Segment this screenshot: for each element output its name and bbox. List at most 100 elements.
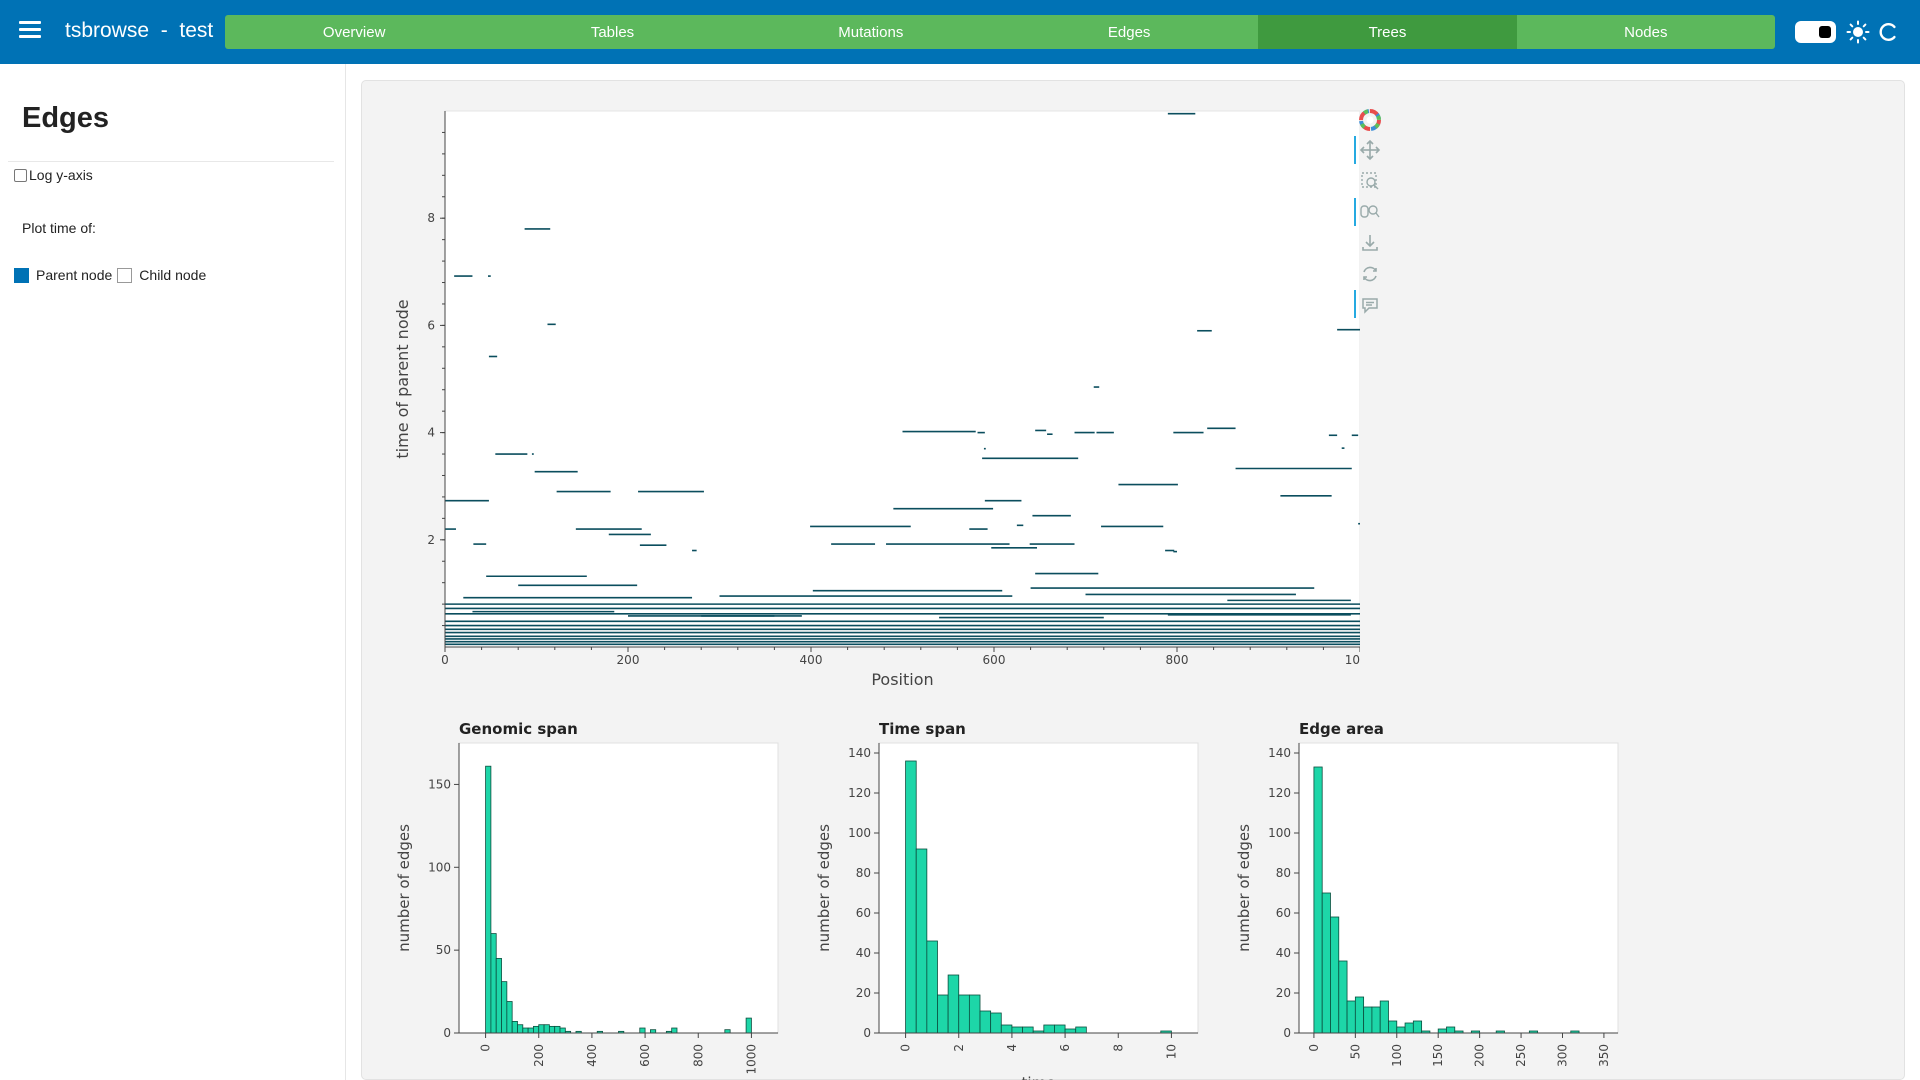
app-title: tsbrowse - test: [65, 19, 213, 43]
histogram-bar: [1000, 1024, 1013, 1034]
edge-area-histogram[interactable]: Edge area 0 50 100 150 200 250 300 350 0 20 40 60 80 1…: [1233, 705, 1633, 1080]
histogram-bar: [538, 1024, 545, 1034]
histogram-bar: [979, 1010, 992, 1034]
hamburger-menu-icon[interactable]: [19, 20, 41, 40]
x-tick-label: 150: [1431, 1044, 1445, 1067]
tab-nodes[interactable]: Nodes: [1624, 23, 1668, 41]
y-tick-label: 60: [1276, 906, 1291, 920]
y-tick-label: 140: [848, 746, 871, 760]
x-tick-label: 100: [1390, 1044, 1404, 1067]
divider: [8, 161, 334, 162]
histogram-bar: [559, 1027, 566, 1034]
tab-mutations[interactable]: Mutations: [838, 23, 904, 41]
histogram-bar: [1388, 1020, 1398, 1034]
y-tick-label: 2: [427, 533, 435, 547]
tab-trees[interactable]: Trees: [1258, 15, 1517, 49]
y-axis-label: number of edges: [395, 824, 413, 952]
y-tick-label: 50: [436, 943, 451, 957]
y-tick-label: 100: [848, 826, 871, 840]
x-tick-label: 2: [952, 1044, 966, 1052]
y-tick-label: 100: [1268, 826, 1291, 840]
y-tick-label: 120: [1268, 786, 1291, 800]
x-tick-label: 4: [1005, 1044, 1019, 1052]
box-zoom-icon[interactable]: [1358, 169, 1382, 193]
file-name: test: [179, 19, 214, 42]
tab-overview[interactable]: Overview: [322, 23, 386, 41]
y-tick-label: 8: [427, 211, 435, 225]
reload-icon[interactable]: [1877, 21, 1899, 43]
tab-tables[interactable]: Tables: [590, 23, 635, 41]
plot-area: [444, 110, 1360, 648]
histogram-bar: [905, 760, 917, 1034]
x-tick-label: 300: [1555, 1044, 1569, 1067]
genomic-span-histogram[interactable]: Genomic span 0 200 400 600 800 1000 0 50 100 150 nu…: [393, 705, 793, 1080]
histogram-bar: [527, 1027, 534, 1034]
y-tick-label: 80: [1276, 866, 1291, 880]
y-axis-label: time of parent node: [393, 299, 412, 458]
x-axis-label: time: [1022, 1074, 1056, 1080]
log-y-axis-label[interactable]: Log y-axis: [29, 167, 93, 183]
x-tick-label: 600: [983, 653, 1006, 667]
histogram-bar: [1321, 892, 1331, 1034]
histogram-bar: [990, 1012, 1002, 1034]
child-node-option-box[interactable]: [117, 267, 133, 283]
histogram-bar: [1371, 1006, 1381, 1034]
plot-area: [1298, 742, 1619, 1034]
histogram-bar: [1363, 1006, 1373, 1034]
child-node-option-label[interactable]: Child node: [139, 267, 207, 283]
bokeh-logo-icon[interactable]: [1358, 108, 1382, 132]
y-tick-label: 100: [428, 860, 451, 874]
x-tick-label: 6: [1058, 1044, 1072, 1052]
y-axis-label: number of edges: [815, 824, 833, 952]
sun-icon[interactable]: [1846, 20, 1870, 44]
histogram-title: Time span: [879, 720, 966, 738]
plot-time-label: Plot time of:: [22, 220, 96, 236]
x-tick-label: 600: [638, 1044, 652, 1067]
x-tick-label: 0: [899, 1044, 913, 1052]
histogram-bar: [1379, 1000, 1389, 1034]
histogram-bar: [1330, 916, 1340, 1034]
histogram-bar: [506, 1001, 513, 1034]
parent-node-option-label[interactable]: Parent node: [36, 267, 113, 283]
histogram-bar: [533, 1025, 540, 1034]
y-tick-label: 150: [428, 777, 451, 791]
histogram-bar: [548, 1025, 556, 1034]
save-icon[interactable]: [1358, 231, 1382, 255]
x-tick-label: 50: [1348, 1044, 1362, 1059]
histogram-bar: [671, 1027, 678, 1034]
x-tick-label: 400: [585, 1044, 599, 1067]
x-tick-label: 800: [691, 1044, 705, 1067]
theme-toggle[interactable]: [1795, 21, 1836, 43]
histogram-bar: [968, 994, 981, 1034]
tab-edges[interactable]: Edges: [1107, 23, 1151, 41]
active-tool-marker: [1354, 290, 1356, 318]
histogram-title: Edge area: [1299, 720, 1384, 738]
y-tick-label: 0: [863, 1026, 871, 1040]
pan-icon[interactable]: [1358, 138, 1382, 162]
histogram-bar: [1313, 766, 1323, 1034]
histogram-bar: [1043, 1024, 1055, 1034]
plot-time-options: Parent node Child node: [14, 267, 211, 283]
y-tick-label: 0: [1283, 1026, 1291, 1040]
x-tick-label: 350: [1597, 1044, 1611, 1067]
histogram-bar: [511, 1020, 518, 1034]
x-tick-label: 400: [800, 653, 823, 667]
log-y-axis-checkbox[interactable]: [14, 168, 27, 182]
histogram-bar: [745, 1017, 752, 1034]
reset-icon[interactable]: [1358, 262, 1382, 286]
x-tick-label: 0: [479, 1044, 493, 1052]
histogram-bar: [543, 1024, 550, 1034]
histogram-bar: [1346, 1000, 1356, 1034]
x-tick-label: 200: [617, 653, 640, 667]
parent-node-option-box[interactable]: [14, 267, 29, 283]
hover-icon[interactable]: [1358, 293, 1382, 317]
y-tick-label: 20: [856, 986, 871, 1000]
wheel-zoom-icon[interactable]: [1358, 200, 1382, 224]
title-separator: -: [160, 19, 168, 42]
histogram-bar: [1437, 1028, 1447, 1034]
histogram-bar: [958, 994, 970, 1034]
histogram-bar: [1054, 1024, 1066, 1034]
edges-scatter-plot[interactable]: 0 200 400 600 800 1000 2 4 6 8 Position time of par…: [360, 90, 1360, 700]
y-tick-label: 80: [856, 866, 871, 880]
